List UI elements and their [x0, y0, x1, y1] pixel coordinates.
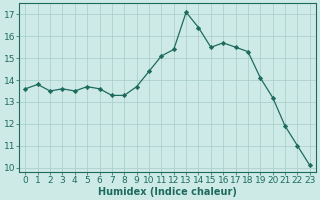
X-axis label: Humidex (Indice chaleur): Humidex (Indice chaleur)	[98, 187, 237, 197]
